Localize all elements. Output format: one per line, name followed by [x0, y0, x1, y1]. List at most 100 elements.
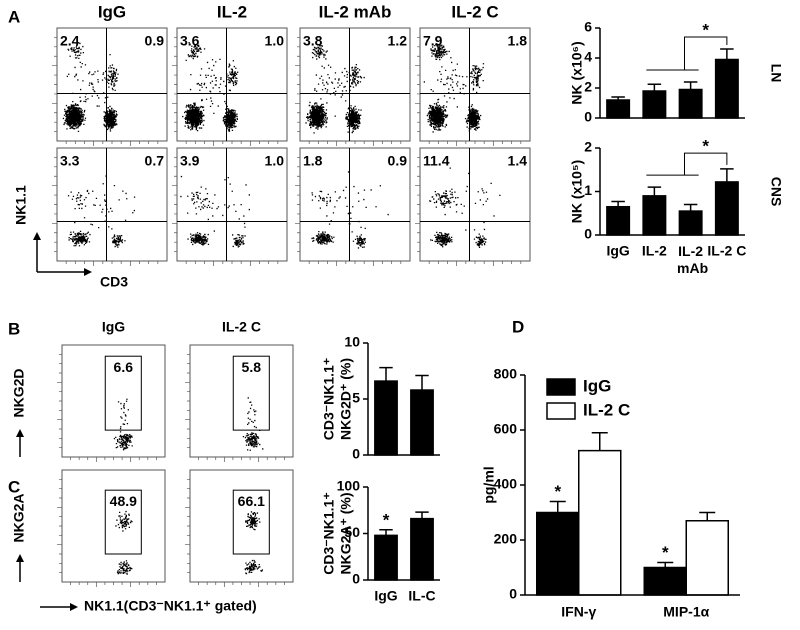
- side-label: LN: [768, 64, 784, 83]
- y-axis-label: NKG2D⁺ (%): [338, 358, 354, 440]
- quadrant-percent: 1.0: [265, 33, 285, 49]
- flow-axis-ticks: [57, 478, 157, 587]
- flow-events: [311, 171, 389, 249]
- legend-label: IL-2 C: [583, 400, 630, 419]
- y-tick-label: 4: [584, 49, 592, 65]
- arrow-head: [33, 232, 41, 240]
- quadrant-percent: 1.2: [388, 33, 408, 49]
- y-tick-label: 100: [337, 478, 361, 494]
- gate: [232, 489, 270, 555]
- legend-label: IgG: [583, 376, 611, 395]
- error-bar: [683, 203, 698, 212]
- flow-axis-ticks: [185, 353, 285, 462]
- panel-label: A: [8, 7, 20, 26]
- y-tick-label: 2: [584, 79, 592, 95]
- bar: [410, 389, 434, 456]
- y-tick-label: 0: [584, 109, 592, 125]
- quadrant-percent: 7.9: [423, 33, 443, 49]
- gate-percent: 48.9: [110, 493, 137, 509]
- error-bar: [647, 83, 662, 91]
- y-tick-label: 0: [509, 586, 517, 602]
- quadrant-percent: 3.8: [303, 33, 323, 49]
- flow-axis-ticks: [52, 157, 159, 266]
- y-tick-label: 0: [584, 226, 592, 242]
- y-axis-label: CD3⁻NK1.1⁺: [321, 492, 337, 574]
- flow-axis-ticks: [57, 353, 157, 462]
- flow-events: [305, 44, 365, 134]
- y-axis-label: NK (x10⁵): [569, 160, 585, 223]
- quadrant-percent: 3.3: [60, 153, 80, 169]
- significance-mark: *: [554, 482, 561, 501]
- flow-axis-ticks: [295, 157, 402, 266]
- bar: [643, 566, 687, 596]
- y-tick-label: 2: [584, 139, 592, 155]
- bar: [678, 88, 703, 119]
- y-tick-label: 0: [352, 446, 360, 462]
- error-bar: [647, 186, 662, 196]
- panel-label: B: [8, 319, 20, 338]
- quadrant-percent: 2.4: [60, 33, 80, 49]
- error-bar: [379, 366, 393, 382]
- y-tick-label: 800: [494, 366, 518, 382]
- y-axis-label: CD3⁻NK1.1⁺: [321, 358, 337, 440]
- gate: [104, 355, 142, 431]
- error-bar: [549, 500, 566, 513]
- y-axis-label: NKG2A⁺ (%): [338, 492, 354, 574]
- bar: [606, 205, 631, 236]
- gate-percent: 5.8: [242, 359, 262, 375]
- flow-events: [242, 397, 264, 451]
- column-header: IgG: [102, 319, 125, 335]
- x-tick-label: MIP-1α: [663, 604, 709, 620]
- quadrant-percent: 0.9: [145, 33, 165, 49]
- column-header: IgG: [98, 2, 126, 21]
- gate-percent: 6.6: [114, 359, 134, 375]
- x-tick-label: IL-2 C: [707, 243, 746, 259]
- flow-events: [180, 175, 250, 248]
- marker-label: NKG2D: [11, 368, 27, 417]
- panel-label: C: [8, 477, 20, 496]
- error-bar: [720, 48, 734, 60]
- flow-axis-ticks: [172, 37, 279, 146]
- bar: [714, 58, 739, 119]
- y-tick-label: 5: [352, 390, 360, 406]
- arrow-head: [16, 429, 24, 437]
- flow-events: [244, 511, 263, 575]
- x-axis-label: CD3: [100, 274, 128, 290]
- bar: [374, 534, 398, 581]
- arrow-head: [70, 603, 78, 611]
- flow-events: [115, 510, 133, 575]
- y-axis-label: NK1.1: [13, 185, 29, 225]
- flow-axis-ticks: [172, 157, 279, 266]
- legend-swatch: [546, 378, 576, 396]
- y-tick-label: 600: [494, 421, 518, 437]
- error-bar: [415, 511, 429, 519]
- y-tick-label: 6: [584, 19, 592, 35]
- bar: [374, 380, 398, 456]
- quadrant-percent: 1.0: [265, 153, 285, 169]
- flow-events: [182, 42, 239, 132]
- x-tick-label: IgG: [606, 243, 629, 259]
- quadrant-percent: 3.6: [180, 33, 200, 49]
- x-tick-label: IgG: [374, 588, 397, 604]
- quadrant-percent: 3.9: [180, 153, 200, 169]
- panel-label: D: [512, 317, 524, 336]
- bar: [536, 511, 580, 596]
- quadrant-percent: 0.7: [145, 153, 165, 169]
- quadrant-percent: 1.8: [508, 33, 528, 49]
- quadrant-percent: 0.9: [388, 153, 408, 169]
- x-tick-label: IL-2 mAb: [673, 243, 708, 276]
- error-bar: [611, 200, 625, 207]
- arrow-head: [84, 268, 92, 276]
- flow-axis-ticks: [415, 37, 522, 146]
- error-bar: [699, 511, 716, 521]
- significance-mark: *: [702, 20, 709, 39]
- significance-mark: *: [702, 137, 709, 156]
- arrow-head: [16, 554, 24, 562]
- column-header: IL-2 C: [222, 319, 261, 335]
- quadrant-percent: 1.8: [303, 153, 323, 169]
- column-header: IL-2: [217, 2, 247, 21]
- flow-events: [423, 44, 485, 133]
- x-axis-label: NK1.1(CD3⁻NK1.1⁺ gated): [84, 598, 257, 614]
- y-tick-label: 400: [494, 476, 518, 492]
